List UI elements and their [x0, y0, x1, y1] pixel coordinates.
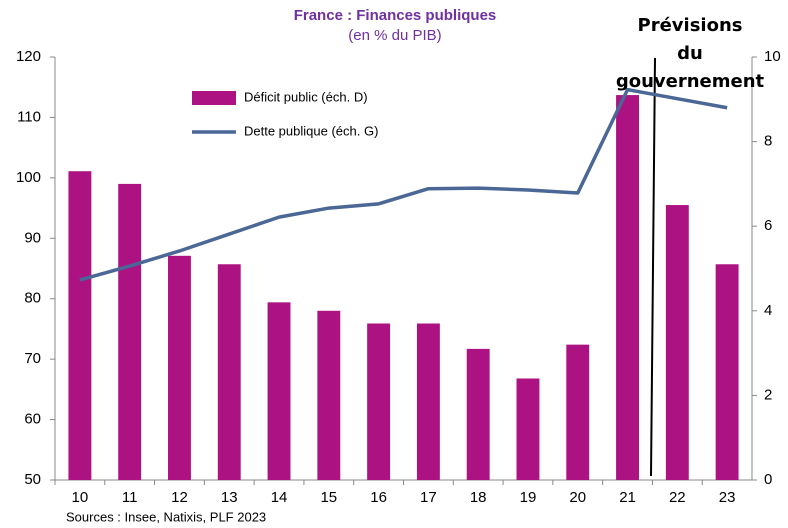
bar — [566, 344, 590, 480]
bar — [616, 95, 639, 480]
x-tick-label: 23 — [719, 489, 736, 506]
legend-label: Dette publique (éch. G) — [244, 123, 378, 138]
x-tick-label: 15 — [320, 489, 337, 506]
annotation: gouvernement — [616, 71, 765, 92]
y-tick-label: 80 — [24, 290, 41, 307]
x-tick-label: 13 — [221, 489, 238, 506]
bar — [416, 323, 440, 480]
line — [79, 87, 728, 282]
x-tick-label: 12 — [171, 489, 188, 506]
bar — [367, 323, 391, 480]
x-tick-label: 22 — [669, 489, 686, 506]
y-tick-label: 50 — [24, 471, 41, 488]
bar — [317, 310, 341, 480]
source: Sources : Insee, Natixis, PLF 2023 — [66, 509, 266, 524]
x-tick-label: 19 — [520, 489, 537, 506]
y2-tick-label: 6 — [764, 217, 772, 234]
annotation: Prévisions — [638, 15, 743, 36]
x-tick-label: 14 — [271, 489, 288, 506]
bar — [68, 171, 92, 480]
x-tick-label: 11 — [122, 489, 138, 506]
y-tick-label: 120 — [16, 48, 41, 65]
y2-tick-label: 10 — [764, 48, 781, 65]
bar — [665, 205, 689, 481]
y-tick-label: 60 — [24, 411, 41, 428]
y-tick-label: 70 — [24, 350, 41, 367]
forecast-divider — [650, 57, 656, 477]
y2-tick-label: 2 — [764, 386, 772, 403]
x-tick-label: 16 — [370, 489, 387, 506]
y-tick-label: 100 — [16, 169, 41, 186]
bar — [217, 264, 241, 480]
x-tick-label: 21 — [619, 489, 636, 506]
y-tick-label: 90 — [24, 229, 41, 246]
chart-subtitle: (en % du PIB) — [348, 27, 441, 44]
bar — [267, 302, 291, 480]
legend-label: Déficit public (éch. D) — [244, 89, 368, 104]
x-tick-label: 17 — [420, 489, 437, 506]
x-tick-label: 18 — [470, 489, 487, 506]
bar — [118, 183, 142, 480]
chart-title: France : Finances publiques — [294, 7, 497, 24]
y-tick-label: 110 — [17, 108, 41, 125]
x-tick-label: 20 — [569, 489, 586, 506]
y2-tick-label: 8 — [764, 133, 772, 150]
annotation: du — [677, 43, 703, 64]
legend-swatch — [192, 91, 236, 105]
x-tick-label: 10 — [72, 489, 89, 506]
bar — [516, 378, 540, 480]
bar — [466, 348, 490, 480]
bar — [715, 264, 739, 480]
y2-tick-label: 4 — [764, 302, 772, 319]
bar — [168, 255, 191, 480]
y2-tick-label: 0 — [764, 471, 772, 488]
